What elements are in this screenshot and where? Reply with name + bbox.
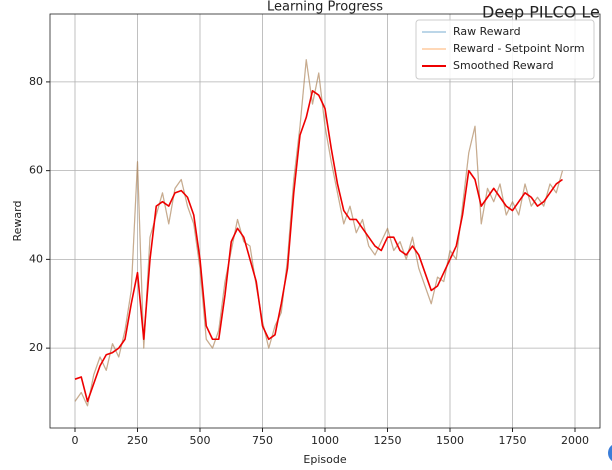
ui-dot [608,445,612,461]
legend-label: Reward - Setpoint Norm [453,42,585,55]
legend-box [415,19,595,80]
x-tick-label: 750 [252,434,273,447]
y-tick-label: 80 [29,75,43,88]
y-tick-label: 40 [29,252,43,265]
y-tick-label: 20 [29,341,43,354]
x-tick-label: 1750 [499,434,527,447]
data-line [74,89,563,403]
x-tick-label: 500 [190,434,211,447]
data-line [74,59,564,407]
chart-title: Learning Progress [267,0,383,15]
x-tick-label: 1000 [311,434,339,447]
legend-label: Smoothed Reward [453,59,554,72]
plot-frame [49,13,601,429]
x-tick-label: 2000 [561,434,589,447]
x-tick-label: 0 [72,434,79,447]
x-tick-label: 1250 [374,434,402,447]
legend-label: Raw Reward [453,25,521,38]
suptitle: Deep PILCO Le [482,3,600,22]
legend: Raw Reward Reward - Setpoint Norm Smoothed… [415,19,595,80]
x-tick-label: 250 [127,434,148,447]
x-axis-label: Episode [303,453,346,466]
x-tick-label: 1500 [436,434,464,447]
y-axis-label: Reward [11,201,24,242]
y-tick-label: 60 [29,164,43,177]
data-line [74,59,564,407]
